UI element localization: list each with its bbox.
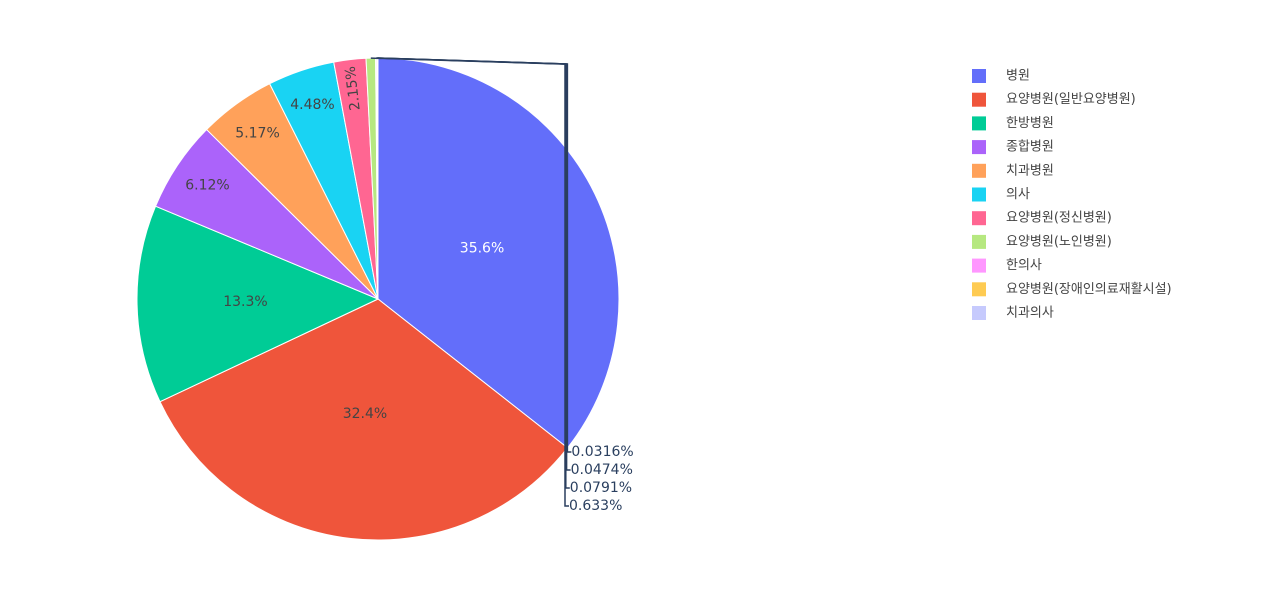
leader-line-7 [370, 57, 569, 507]
legend-label-7: 요양병원(노인병원) [1006, 234, 1112, 249]
leader-lines [370, 57, 572, 507]
pie-slice-1 [159, 298, 569, 541]
slice-percent-label-3: 6.12% [185, 177, 229, 193]
legend-label-8: 한의사 [1006, 258, 1042, 273]
legend-swatch-9 [972, 282, 986, 297]
legend-swatch-8 [972, 258, 986, 273]
slice-percent-label-9: 0.0474% [571, 462, 633, 478]
legend-swatch-2 [972, 116, 986, 131]
legend-label-4: 치과병원 [1006, 163, 1054, 178]
slice-percent-label-7: 0.633% [569, 498, 622, 514]
slice-percent-label-1: 32.4% [343, 406, 387, 422]
legend-label-9: 요양병원(장애인의료재활시설) [1006, 282, 1172, 297]
legend-label-0: 병원 [1006, 69, 1030, 84]
legend-swatch-3 [972, 140, 986, 155]
pie-slice-0 [377, 57, 620, 449]
slice-percent-label-10: 0.0316% [571, 444, 633, 460]
pie-slice-2 [136, 205, 380, 403]
legend-label-1: 요양병원(일반요양병원) [1006, 92, 1136, 107]
slice-percent-label-5: 4.48% [290, 97, 334, 113]
legend-swatch-7 [972, 234, 986, 249]
legend-label-5: 의사 [1006, 187, 1030, 202]
slice-percent-label-8: 0.0791% [570, 480, 632, 496]
slice-percent-label-4: 5.17% [235, 125, 279, 141]
slice-labels: 35.6% 32.4% 13.3% 6.12% 5.17% 4.48% 2.15% 0.031… [185, 65, 633, 514]
legend-swatch-6 [972, 211, 986, 226]
slice-percent-label-2: 13.3% [223, 294, 267, 310]
legend-label-2: 한방병원 [1006, 116, 1054, 131]
legend-swatch-10 [972, 306, 986, 320]
legend-swatch-0 [972, 69, 986, 83]
pie-slices [136, 57, 620, 541]
slice-percent-label-6: 2.15% [343, 65, 364, 111]
legend-swatch-1 [972, 92, 986, 107]
legend-label-10: 치과의사 [1006, 306, 1054, 321]
legend-label-6: 요양병원(정신병원) [1006, 211, 1112, 226]
legend-label-3: 종합병원 [1006, 140, 1054, 155]
legend-swatch-4 [972, 163, 986, 178]
legend-swatch-5 [972, 187, 986, 202]
slice-percent-label-0: 35.6% [460, 240, 504, 256]
